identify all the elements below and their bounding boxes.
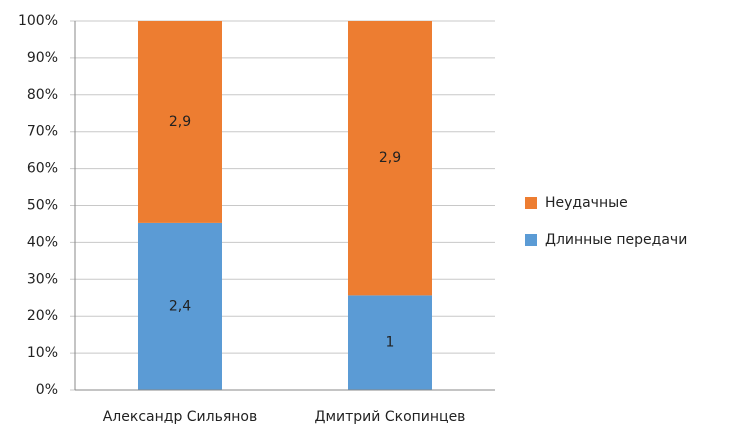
legend-label: Длинные передачи [545, 232, 687, 248]
y-tick-label: 10% [27, 345, 58, 361]
data-label: 2,4 [169, 298, 191, 314]
bar-segment [348, 21, 432, 296]
x-tick-label: Дмитрий Скопинцев [315, 409, 466, 425]
legend-swatch [525, 197, 537, 209]
y-tick-label: 60% [27, 161, 58, 177]
bar-segment [138, 222, 222, 390]
legend-label: Неудачные [545, 195, 628, 211]
y-tick-label: 70% [27, 124, 58, 140]
data-label: 2,9 [169, 114, 191, 130]
legend-swatch [525, 234, 537, 246]
y-tick-label: 100% [18, 13, 58, 29]
y-tick-label: 50% [27, 198, 58, 214]
y-tick-label: 20% [27, 308, 58, 324]
y-tick-label: 0% [36, 382, 58, 398]
y-tick-label: 80% [27, 87, 58, 103]
data-label: 2,9 [379, 150, 401, 166]
bars [138, 21, 432, 390]
y-tick-label: 90% [27, 50, 58, 66]
data-label: 1 [386, 335, 395, 351]
bar-segment [138, 21, 222, 223]
y-tick-label: 30% [27, 271, 58, 287]
bar-segment [348, 295, 432, 390]
x-tick-label: Александр Сильянов [103, 409, 258, 425]
y-tick-label: 40% [27, 234, 58, 250]
